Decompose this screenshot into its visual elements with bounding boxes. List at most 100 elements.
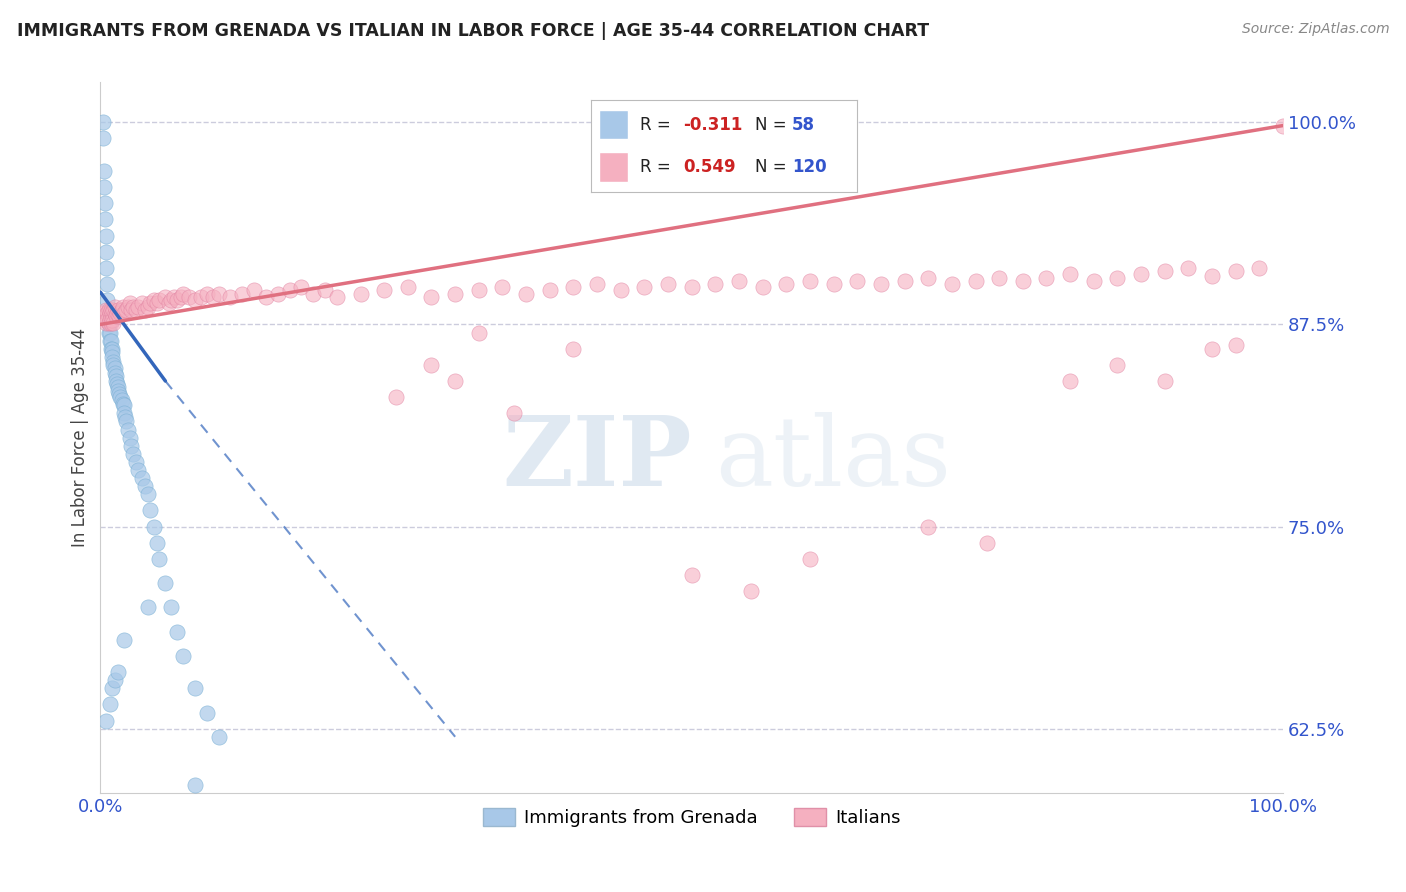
Point <box>98 326 121 340</box>
Point <box>114 409 136 424</box>
Point <box>108 310 131 324</box>
Point <box>609 284 631 298</box>
Point <box>117 300 139 314</box>
Point <box>420 290 443 304</box>
Point <box>823 277 845 291</box>
Point <box>207 730 229 744</box>
Point <box>120 302 142 317</box>
Point <box>157 296 180 310</box>
Point <box>326 290 349 304</box>
Point <box>302 286 325 301</box>
Point <box>105 306 128 320</box>
Point <box>190 290 212 304</box>
Point <box>111 300 134 314</box>
Point <box>100 316 122 330</box>
Point <box>562 280 585 294</box>
Point <box>195 706 218 720</box>
Point <box>101 342 124 356</box>
Point <box>373 284 395 298</box>
Point <box>681 568 703 582</box>
Point <box>101 350 124 364</box>
Point <box>349 286 371 301</box>
Point <box>103 673 125 688</box>
Point <box>503 406 526 420</box>
Point <box>131 296 153 310</box>
Point <box>96 714 118 728</box>
Point <box>146 296 169 310</box>
Point <box>136 600 159 615</box>
Point <box>468 284 491 298</box>
Legend: Immigrants from Grenada, Italians: Immigrants from Grenada, Italians <box>475 800 908 834</box>
Point <box>1107 358 1129 372</box>
Point <box>97 310 120 324</box>
Point <box>112 406 135 420</box>
Point <box>207 286 229 301</box>
Point <box>491 280 513 294</box>
Point <box>103 300 125 314</box>
Point <box>267 286 290 301</box>
Point <box>96 302 118 317</box>
Point <box>1130 268 1153 282</box>
Point <box>101 681 124 696</box>
Point <box>1249 260 1271 275</box>
Point <box>917 270 939 285</box>
Point <box>444 286 467 301</box>
Point <box>965 274 987 288</box>
Point <box>728 274 751 288</box>
Point <box>704 277 727 291</box>
Point <box>775 277 797 291</box>
Point <box>94 196 117 211</box>
Point <box>136 487 159 501</box>
Text: IMMIGRANTS FROM GRENADA VS ITALIAN IN LABOR FORCE | AGE 35-44 CORRELATION CHART: IMMIGRANTS FROM GRENADA VS ITALIAN IN LA… <box>17 22 929 40</box>
Point <box>96 244 118 259</box>
Point <box>107 384 129 398</box>
Point <box>1225 264 1247 278</box>
Point <box>97 318 120 332</box>
Point <box>118 296 141 310</box>
Point <box>115 302 138 317</box>
Point <box>988 270 1011 285</box>
Point <box>1177 260 1199 275</box>
Point <box>1059 268 1081 282</box>
Point <box>97 316 120 330</box>
Point <box>98 306 121 320</box>
Point <box>93 164 115 178</box>
Point <box>148 552 170 566</box>
Point <box>98 334 121 348</box>
Point <box>103 358 125 372</box>
Point <box>96 228 118 243</box>
Point <box>1201 268 1223 283</box>
Point <box>100 302 122 317</box>
Point <box>799 274 821 288</box>
Point <box>127 463 149 477</box>
Point <box>120 439 142 453</box>
Point <box>96 277 118 291</box>
Point <box>103 306 125 320</box>
Point <box>917 519 939 533</box>
Point <box>195 286 218 301</box>
Point <box>201 290 224 304</box>
Point <box>111 393 134 408</box>
Point <box>166 293 188 308</box>
Point <box>166 624 188 639</box>
Point <box>976 535 998 549</box>
Point <box>103 354 125 368</box>
Point <box>243 284 266 298</box>
Point <box>100 342 122 356</box>
Point <box>94 312 117 326</box>
Point <box>1153 374 1175 388</box>
Point <box>98 698 121 712</box>
Point <box>290 280 312 294</box>
Point <box>103 316 125 330</box>
Point <box>110 390 132 404</box>
Point <box>96 260 118 275</box>
Point <box>115 414 138 428</box>
Point <box>96 316 118 330</box>
Point <box>1011 274 1033 288</box>
Text: ZIP: ZIP <box>502 412 692 506</box>
Point <box>148 293 170 308</box>
Point <box>231 286 253 301</box>
Point <box>219 290 242 304</box>
Point <box>396 280 419 294</box>
Point <box>100 334 122 348</box>
